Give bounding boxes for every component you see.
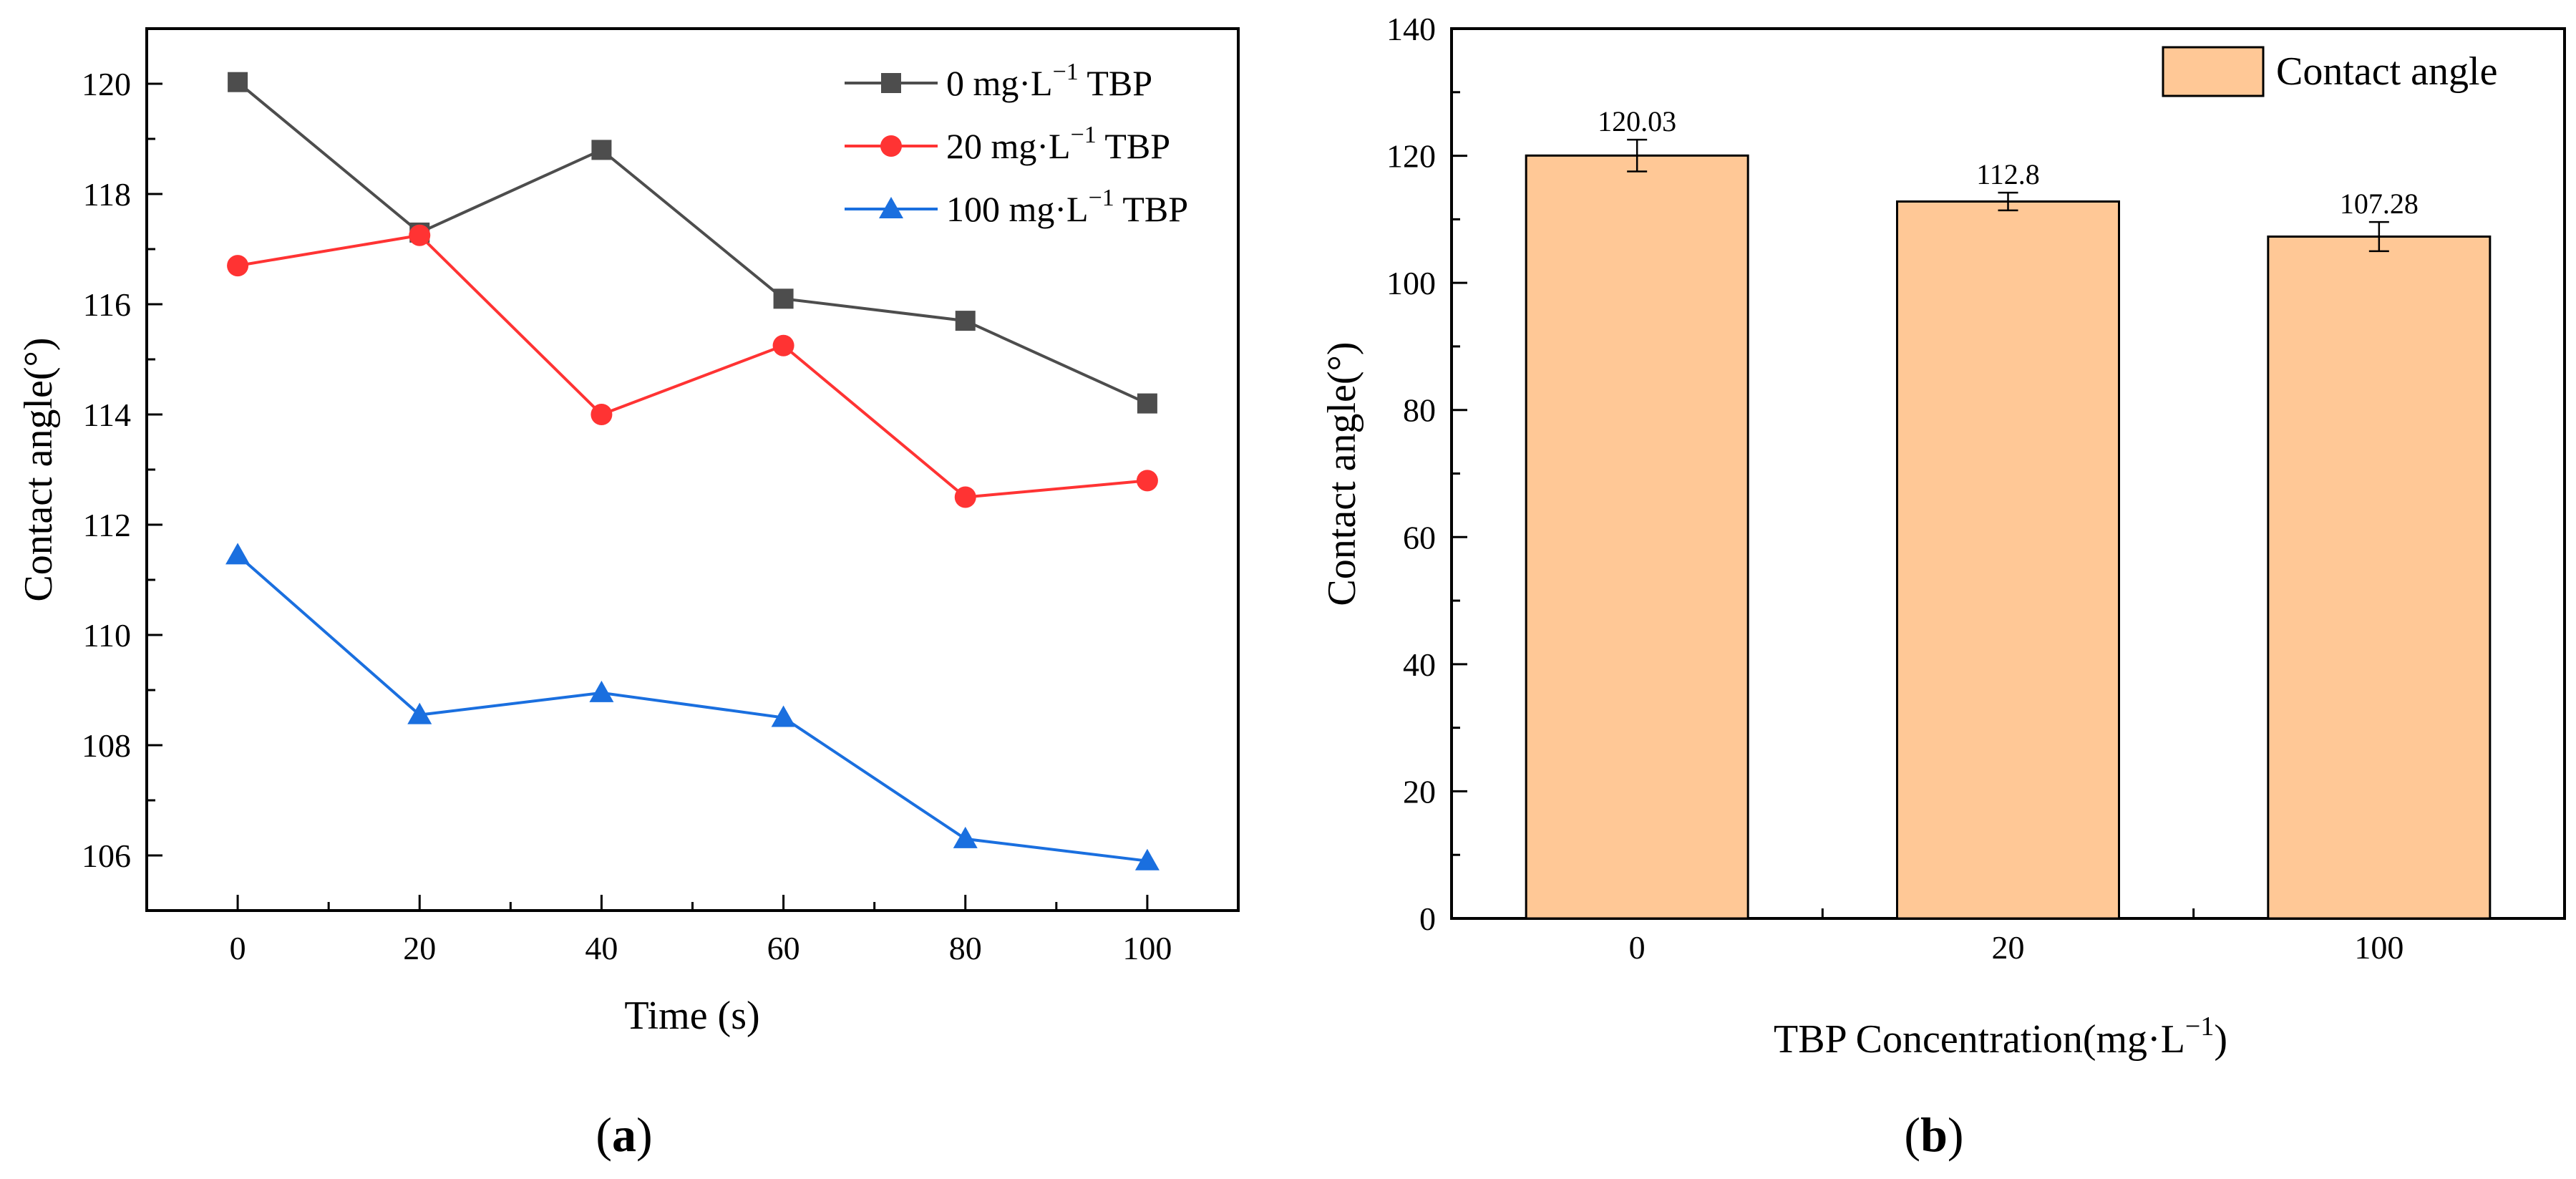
x-tick-label-100: 100 <box>2354 929 2404 966</box>
legend-0-mg-l-tbp-marker <box>881 73 901 93</box>
data-label-100: 107.28 <box>2340 188 2419 220</box>
y-tick-label-140: 140 <box>1386 11 1436 47</box>
y-tick-label-20: 20 <box>1403 773 1436 810</box>
bar-20 <box>1896 200 2120 920</box>
series-20-mg-l-tbp-point-80 <box>954 486 976 508</box>
x-tick-label-0: 0 <box>230 930 246 966</box>
error-bar-20 <box>1998 191 2018 212</box>
chart-a-legend: 0 mg·L−1 TBP 20 mg·L−1 TBP 100 mg·L−1 TBP <box>845 59 1188 229</box>
legend-20-mg-l-tbp-label: 20 mg·L−1 TBP <box>946 122 1170 166</box>
data-label-20: 112.8 <box>1976 158 2040 190</box>
y-tick-label-60: 60 <box>1403 519 1436 555</box>
y-tick-label-112: 112 <box>83 507 131 543</box>
error-bar-100 <box>2368 220 2389 253</box>
x-tick-label-20: 20 <box>403 930 436 966</box>
y-tick-label-116: 116 <box>83 286 131 323</box>
error-bar-0 <box>1627 138 1648 173</box>
chart-b-error-bars <box>1627 138 2389 253</box>
series-20-mg-l-tbp-point-100 <box>1136 470 1158 492</box>
y-tick-label-118: 118 <box>83 176 131 213</box>
chart-a-x-axis-title: Time (s) <box>624 994 759 1038</box>
series-100-mg-l-tbp-point-0 <box>225 543 251 565</box>
chart-a-y-axis-title: Contact angle(°) <box>16 337 61 601</box>
series-100-mg-l-tbp-point-60 <box>771 705 796 727</box>
y-tick-label-110: 110 <box>83 617 131 654</box>
legend-label-contact-angle: Contact angle <box>2276 49 2497 94</box>
x-tick-label-40: 40 <box>585 930 618 966</box>
y-tick-label-114: 114 <box>83 397 131 433</box>
x-tick-label-60: 60 <box>767 930 800 966</box>
series-20-mg-l-tbp-point-20 <box>409 224 431 246</box>
y-tick-label-108: 108 <box>82 727 131 764</box>
y-tick-label-120: 120 <box>1386 138 1436 175</box>
chart-b-panel: 120.03 112.8 107.28 0 20 100 0 20 40 60 80 100 120… <box>1320 11 2566 1162</box>
series-100-mg-l-tbp-point-80 <box>953 826 978 848</box>
y-tick-label-106: 106 <box>82 838 131 874</box>
x-tick-label-80: 80 <box>949 930 982 966</box>
x-tick-label-20: 20 <box>1992 929 2025 966</box>
series-100-mg-l-tbp-point-40 <box>589 680 614 702</box>
data-label-0: 120.03 <box>1598 105 1676 137</box>
series-20-mg-l-tbp-point-60 <box>772 334 794 356</box>
series-20-mg-l-tbp-point-40 <box>590 404 613 425</box>
chart-b-data-labels: 120.03 112.8 107.28 <box>1598 105 2419 220</box>
chart-b-x-axis-title: TBP Concentration(mg·L−1) <box>1774 1011 2227 1062</box>
chart-a-series-lines <box>236 81 1148 863</box>
panel-label-b: (b) <box>1904 1107 1963 1162</box>
y-tick-label-0: 0 <box>1419 901 1436 937</box>
chart-a-panel: 0 20 40 60 80 100 106 108 110 112 114 116 118 120 Ti… <box>16 27 1240 1162</box>
legend-100-mg-l-tbp-marker <box>879 197 903 218</box>
series-0-mg-l-tbp-point-100 <box>1137 393 1157 414</box>
series-0-mg-l-tbp-point-80 <box>955 311 976 331</box>
series-20-mg-l-tbp-line <box>237 233 1148 499</box>
y-tick-label-120: 120 <box>82 66 131 102</box>
panel-label-a: (a) <box>596 1107 652 1162</box>
series-100-mg-l-tbp-line <box>236 553 1148 863</box>
series-0-mg-l-tbp-point-40 <box>591 140 612 160</box>
legend-100-mg-l-tbp-label: 100 mg·L−1 TBP <box>946 185 1188 229</box>
chart-a-series-markers <box>225 72 1160 870</box>
bar-0 <box>1525 154 1749 920</box>
y-tick-label-40: 40 <box>1403 646 1436 683</box>
bar-100 <box>2267 236 2492 920</box>
chart-a-y-ticks: 106 108 110 112 114 116 118 120 <box>82 27 162 912</box>
legend-20-mg-l-tbp-marker <box>880 135 902 157</box>
chart-b-x-ticks: 0 20 100 <box>1629 908 2404 966</box>
chart-a-x-ticks: 0 20 40 60 80 100 <box>230 895 1172 966</box>
legend-0-mg-l-tbp-label: 0 mg·L−1 TBP <box>946 59 1152 103</box>
chart-b-y-axis-title: Contact angle(°) <box>1320 341 1364 606</box>
series-0-mg-l-tbp-line <box>236 81 1148 405</box>
x-tick-label-100: 100 <box>1122 930 1172 966</box>
chart-b-legend: Contact angle <box>2162 46 2497 97</box>
series-100-mg-l-tbp-point-20 <box>407 702 432 724</box>
series-0-mg-l-tbp-point-0 <box>228 72 248 92</box>
chart-b-bars <box>1525 154 2492 920</box>
y-tick-label-100: 100 <box>1386 265 1436 301</box>
legend-swatch-contact-angle <box>2162 46 2265 97</box>
y-tick-label-80: 80 <box>1403 392 1436 429</box>
series-0-mg-l-tbp-point-60 <box>773 288 794 309</box>
x-tick-label-0: 0 <box>1629 929 1646 966</box>
series-100-mg-l-tbp-point-100 <box>1134 848 1160 870</box>
chart-b-y-ticks: 0 20 40 60 80 100 120 140 <box>1386 11 1467 937</box>
chart-a-plot-frame <box>145 27 1240 912</box>
series-20-mg-l-tbp-point-0 <box>227 255 249 277</box>
